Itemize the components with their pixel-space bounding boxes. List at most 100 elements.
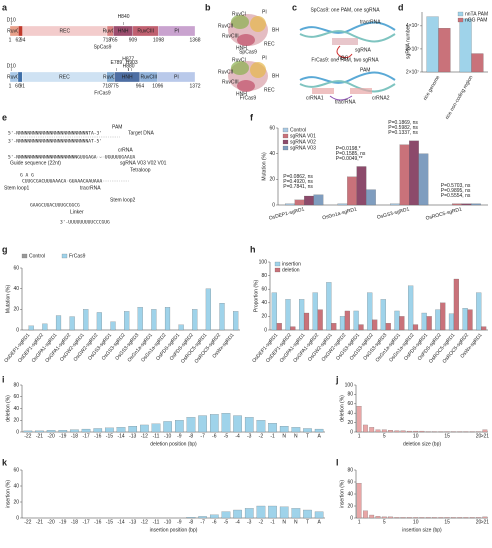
bar — [363, 510, 368, 519]
x-tick-label: -10 — [164, 519, 171, 525]
sequence-text: G A G — [20, 173, 34, 179]
sequence-text: 3'-UUUUUUUUUCCCGUG — [60, 220, 110, 226]
x-tick-label: -12 — [141, 519, 148, 525]
structure-label: RuvCIII — [222, 33, 239, 39]
x-tick-label: rice genome — [422, 74, 441, 101]
x-tick-label: 1 — [358, 519, 361, 525]
bar — [178, 324, 184, 331]
domain — [18, 25, 23, 37]
annotation: P=0.0862, ns — [283, 174, 313, 180]
legend-label: sgRNA V01 — [290, 133, 316, 139]
bar — [55, 315, 62, 331]
bar — [388, 430, 393, 433]
bar — [400, 517, 406, 519]
domain-label: REC — [60, 28, 71, 34]
bar — [256, 420, 266, 433]
x-tick-label: -5 — [224, 519, 229, 525]
x-tick-label: -21 — [36, 519, 43, 525]
bar — [23, 430, 33, 433]
y-tick-label: 40 — [269, 151, 275, 157]
x-tick-label: T — [306, 433, 309, 439]
y-tick-label: 60 — [13, 394, 19, 400]
structure-name: FrCas9 — [240, 95, 257, 101]
bar — [175, 420, 184, 433]
domain — [157, 71, 196, 83]
bar — [363, 424, 368, 433]
y-axis-label: sgRNA number — [405, 25, 411, 59]
structure-name: SpCas9 — [239, 49, 257, 55]
bar — [372, 319, 378, 331]
legend-swatch — [282, 127, 289, 133]
x-axis-label: deletion size (bp) — [403, 441, 441, 447]
schematic-title: FrCas9: one PAM, two sgRNA — [311, 57, 379, 63]
bar — [244, 508, 254, 519]
x-axis-label: insertion position (bp) — [150, 527, 198, 533]
bar — [69, 316, 75, 331]
sequence-text: Stem loop2 — [110, 197, 136, 203]
bar — [369, 427, 375, 433]
structure-label: BH — [272, 73, 279, 79]
bar — [347, 176, 357, 206]
y-axis-label: insertion (%) — [5, 480, 11, 508]
y-tick-label: 80 — [13, 382, 19, 388]
schematic-label: PAM — [360, 67, 370, 73]
site-label: H903 — [126, 60, 138, 66]
annotation: P=0.9895, ns — [441, 188, 471, 194]
x-tick-label: -19 — [59, 519, 66, 525]
legend-label: nnTA PAM — [465, 11, 488, 17]
residue-number: 91 — [19, 83, 25, 89]
bar — [304, 195, 314, 206]
x-tick-label: >21 — [481, 433, 490, 439]
x-tick-label: -8 — [189, 433, 194, 439]
y-tick-label: 0 — [272, 202, 275, 208]
schematic-label: crRNA1 — [306, 95, 324, 101]
bar — [419, 430, 425, 433]
x-tick-label: 5 — [383, 433, 386, 439]
x-tick-label: -12 — [141, 433, 148, 439]
structure-label: HNH — [236, 45, 247, 51]
bar — [482, 429, 488, 433]
y-tick-label: 80 — [347, 392, 353, 398]
y-tick-label: 0 — [16, 327, 19, 333]
bar — [303, 509, 312, 519]
structure-fr — [228, 61, 268, 92]
annotation: P=0.7841, ns — [283, 184, 313, 190]
y-tick-label: 40 — [347, 411, 353, 417]
bar — [400, 430, 406, 433]
bar — [380, 299, 386, 331]
bar — [331, 323, 337, 331]
y-tick-label: 40 — [347, 491, 353, 497]
x-tick-label: rice non-coding region — [444, 74, 474, 120]
bar — [110, 321, 116, 331]
x-tick-label: -2 — [259, 433, 264, 439]
bar — [221, 413, 231, 433]
x-tick-label: A — [318, 433, 322, 439]
x-tick-label: 15 — [444, 519, 450, 525]
x-tick-label: -17 — [82, 519, 89, 525]
bar — [440, 302, 446, 331]
domain-label: RuvCII — [103, 74, 118, 80]
residue-number: 718 — [103, 83, 112, 89]
protein-name: SpCas9 — [94, 44, 112, 50]
x-tick-label: -3 — [247, 519, 252, 525]
y-tick-label: 2×10⁷ — [406, 69, 419, 75]
y-tick-label: 60 — [347, 479, 353, 485]
structure-label: RuvCII — [218, 23, 233, 29]
residue-number: 964 — [136, 83, 145, 89]
bar — [326, 282, 332, 331]
bar — [219, 303, 225, 331]
x-tick-label: -5 — [224, 433, 229, 439]
domain-label: RuvCII — [103, 28, 118, 34]
y-tick-label: 0 — [350, 515, 353, 521]
bar — [438, 28, 451, 73]
y-tick-label: 20 — [261, 314, 267, 320]
x-tick-label: 10 — [413, 433, 419, 439]
bar — [256, 505, 266, 519]
bar — [140, 424, 149, 433]
bar — [481, 326, 487, 331]
bar — [453, 278, 459, 331]
bar — [314, 511, 324, 519]
bar — [356, 166, 367, 206]
bar — [356, 483, 362, 519]
bar — [233, 415, 242, 433]
